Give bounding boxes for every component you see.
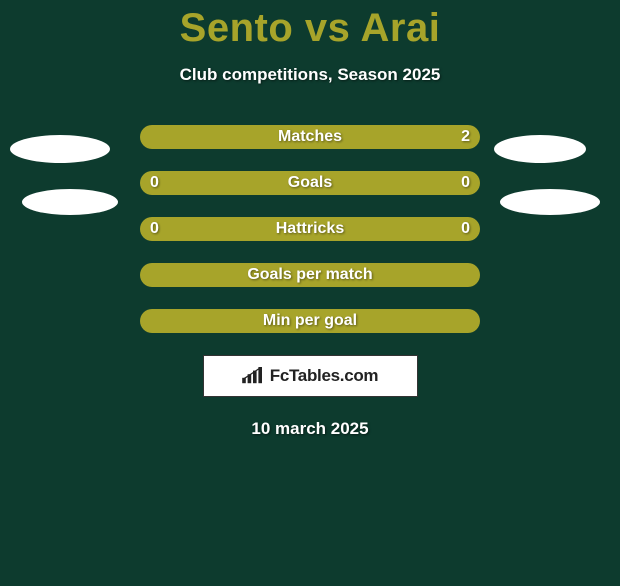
stat-row-hattricks: 0 Hattricks 0 (140, 217, 480, 241)
player-left-ellipse-1 (10, 135, 110, 163)
stat-right-value: 0 (461, 174, 470, 192)
bar-chart-icon (242, 367, 264, 385)
stat-row-goals-per-match: Goals per match (140, 263, 480, 287)
stat-left-value: 0 (150, 220, 159, 238)
stat-label: Goals per match (247, 266, 372, 284)
stat-row-min-per-goal: Min per goal (140, 309, 480, 333)
player-right-ellipse-1 (494, 135, 586, 163)
stat-right-value: 2 (461, 128, 470, 146)
stat-left-value: 0 (150, 174, 159, 192)
stat-row-goals: 0 Goals 0 (140, 171, 480, 195)
stat-label: Goals (288, 174, 332, 192)
stat-row-matches: Matches 2 (140, 125, 480, 149)
stat-label: Hattricks (276, 220, 344, 238)
player-right-ellipse-2 (500, 189, 600, 215)
page-subtitle: Club competitions, Season 2025 (0, 65, 620, 85)
brand-text: FcTables.com (270, 366, 379, 386)
stat-label: Min per goal (263, 312, 357, 330)
brand-link[interactable]: FcTables.com (203, 355, 418, 397)
stat-right-value: 0 (461, 220, 470, 238)
stat-label: Matches (278, 128, 342, 146)
stats-area: Matches 2 0 Goals 0 0 Hattricks 0 Goals … (0, 125, 620, 439)
page-title: Sento vs Arai (0, 6, 620, 51)
footer-date: 10 march 2025 (0, 419, 620, 439)
player-left-ellipse-2 (22, 189, 118, 215)
